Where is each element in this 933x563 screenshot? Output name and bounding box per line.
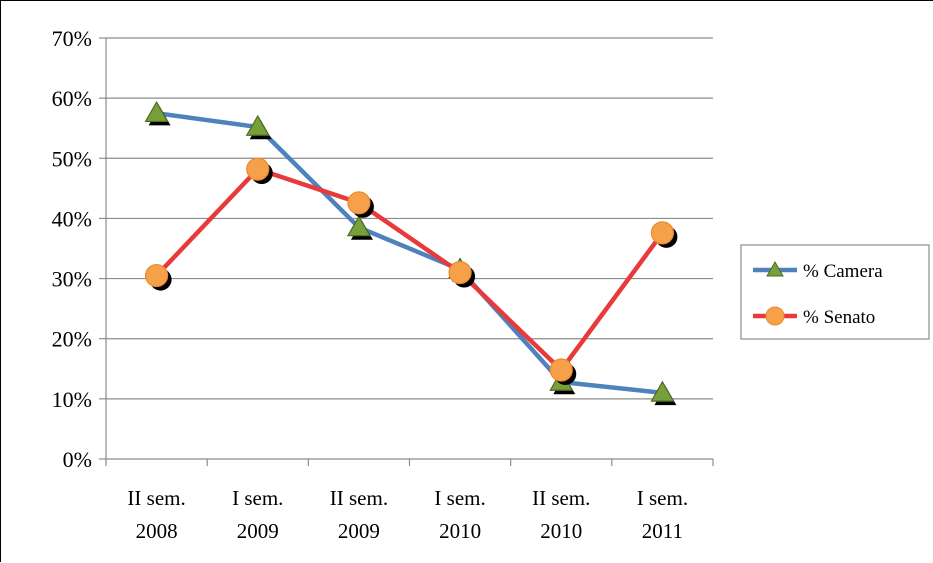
series-markers — [144, 100, 678, 406]
x-tick-label: II sem. 2010 — [532, 486, 590, 543]
data-point-senato — [246, 157, 270, 181]
y-tick-label: 40% — [52, 206, 92, 231]
series-line-senato — [154, 166, 665, 373]
legend-marker-circle — [765, 306, 785, 326]
axes — [99, 37, 714, 466]
data-point-camera — [245, 114, 270, 136]
y-tick-label: 20% — [52, 327, 92, 352]
data-point-senato — [448, 260, 472, 285]
y-tick-label: 0% — [63, 447, 92, 472]
x-tick-label: I sem. 2011 — [637, 486, 688, 543]
data-point-camera — [144, 100, 169, 123]
x-tick-label: II sem. 2009 — [330, 486, 388, 543]
y-tick-label: 50% — [52, 146, 92, 171]
series-lines — [154, 110, 665, 396]
data-point-senato — [549, 358, 573, 382]
data-point-camera — [650, 380, 675, 402]
data-point-senato — [144, 263, 169, 288]
y-tick-label: 70% — [52, 26, 92, 51]
legend-label: % Senato — [803, 307, 875, 328]
x-tick-labels: II sem. 2008 I sem. 2009 II sem. 2009 I sem. 20… — [127, 486, 688, 543]
x-tick-label: II sem. 2008 — [127, 486, 185, 543]
y-tick-label: 30% — [52, 267, 92, 292]
series-line-camera — [154, 110, 665, 396]
y-tick-label: 10% — [52, 387, 92, 412]
y-tick-label: 60% — [52, 86, 92, 111]
legend-label: % Camera — [803, 261, 883, 282]
legend-marker-triangle — [766, 260, 784, 277]
gridlines — [106, 37, 713, 400]
legend: % Camera % Senato — [740, 244, 930, 340]
data-point-senato — [650, 221, 675, 245]
y-tick-labels: 0% 10% 20% 30% 40% 50% 60% 70% — [52, 26, 92, 472]
x-tick-label: I sem. 2010 — [434, 486, 485, 543]
data-point-senato — [347, 191, 371, 215]
x-tick-label: I sem. 2009 — [232, 486, 283, 543]
data-point-camera — [346, 215, 371, 237]
